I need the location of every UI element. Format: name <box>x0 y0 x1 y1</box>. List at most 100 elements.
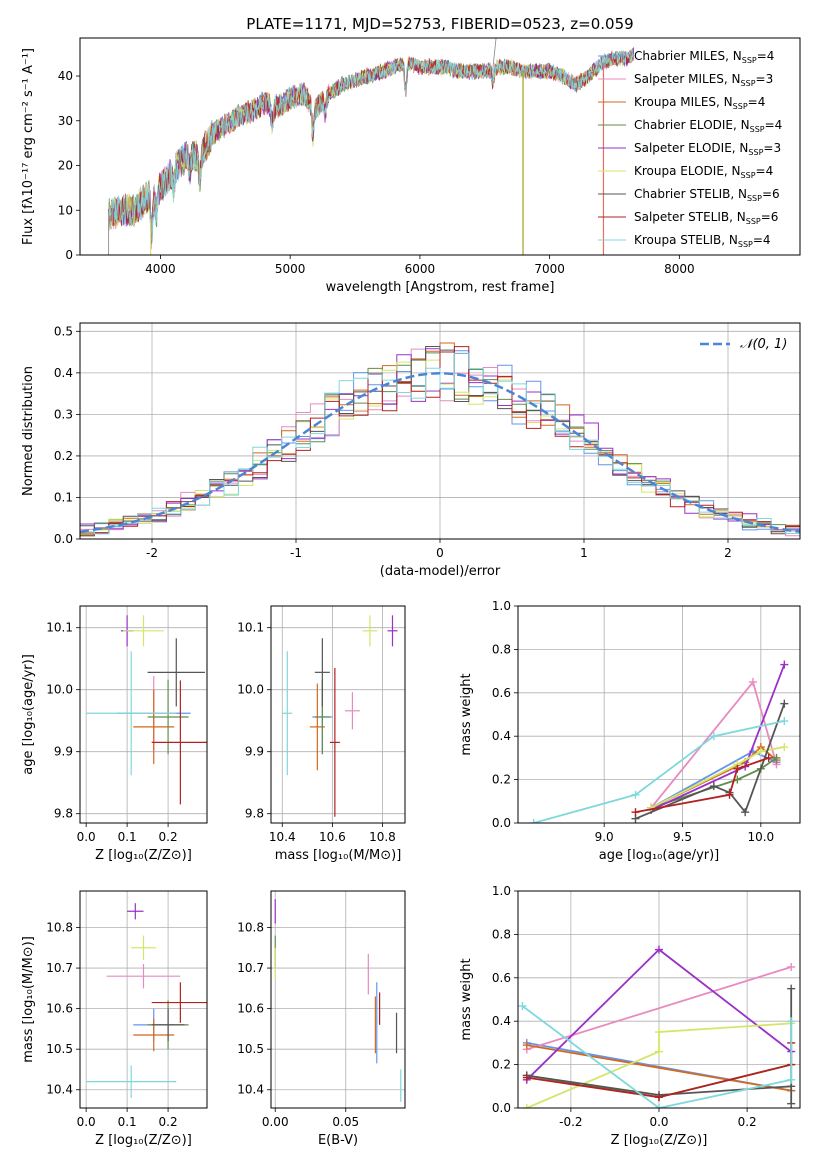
x-tick-label: -2 <box>146 546 158 560</box>
x-tick-label: -1 <box>290 546 302 560</box>
weight-line-5 <box>526 1022 792 1108</box>
x-tick-label: 6000 <box>405 262 436 276</box>
plot-area <box>86 615 207 805</box>
x-tick-label: 0.05 <box>332 1115 359 1129</box>
y-tick-label: 10.6 <box>46 1002 73 1016</box>
x-tick-label: 0.1 <box>118 830 137 844</box>
x-tick-label: 2 <box>724 546 732 560</box>
x-axis-label: Z [log₁₀(Z/Z⊙)] <box>95 848 192 863</box>
plot-area <box>108 38 635 255</box>
weight-line-8 <box>533 720 785 823</box>
y-tick-label: 40 <box>58 69 73 83</box>
y-axis-label: mass [log₁₀(M/M⊙)] <box>21 936 36 1063</box>
histogram-series-8 <box>80 352 800 539</box>
x-tick-label: 0.2 <box>159 830 178 844</box>
panel-spectrum: 4000 5000 6000 7000 8000 0 10 20 30 40 wavelength … <box>21 37 801 295</box>
panel-age-vs-mass: 10.4 10.6 10.8 9.8 9.9 10.0 10.1 mass [log₁₀(M/… <box>237 605 406 863</box>
axes-frame <box>79 605 208 824</box>
y-tick-label: 0.4 <box>492 729 511 743</box>
y-axis-label: Normed distribution <box>21 366 36 496</box>
plot-area <box>274 899 402 1102</box>
legend-label-6: Chabrier STELIB, NSSP=6 <box>634 187 780 203</box>
panel-mass-weight-vs-age: 9.0 9.5 10.0 0.0 0.2 0.4 0.6 0.8 1.0 age [log₁₀(a… <box>459 599 801 863</box>
y-tick-label: 0.2 <box>54 449 73 463</box>
y-tick-label: 10.6 <box>237 1002 264 1016</box>
legend-label-1: Salpeter MILES, NSSP=3 <box>634 72 773 88</box>
y-tick-label: 0.1 <box>54 490 73 504</box>
panel-residuals: -2 -1 0 1 2 0.0 0.1 0.2 0.3 0.4 0.5 (data-model)/er… <box>21 322 801 579</box>
legend-label-0: Chabrier MILES, NSSP=4 <box>634 49 774 65</box>
spectrum-line-7 <box>108 51 635 238</box>
y-tick-label: 0.8 <box>492 927 511 941</box>
x-tick-label: 1 <box>580 546 588 560</box>
axes-frame <box>517 605 801 824</box>
x-axis-label: mass [log₁₀(M/M⊙)] <box>275 848 402 863</box>
plots-layer: 4000 5000 6000 7000 8000010203040wavelength … <box>21 37 801 1148</box>
panel-mass-vs-ebv: 0.00 0.05 10.4 10.5 10.6 10.7 10.8 E(B-V) <box>237 890 406 1148</box>
y-tick-label: 0.6 <box>492 971 511 985</box>
y-axis-label: mass weight <box>459 673 474 755</box>
y-tick-label: 10.1 <box>46 621 73 635</box>
x-tick-label: 0.2 <box>159 1115 178 1129</box>
legend-label-4: Salpeter ELODIE, NSSP=3 <box>634 141 781 157</box>
y-tick-label: 0.0 <box>54 532 73 546</box>
axes-frame <box>79 890 208 1109</box>
y-tick-label: 30 <box>58 114 73 128</box>
x-axis-label: (data-model)/error <box>380 564 501 579</box>
y-tick-label: 10.1 <box>237 621 264 635</box>
x-tick-label: 8000 <box>664 262 695 276</box>
y-tick-label: 0.6 <box>492 686 511 700</box>
x-tick-label: 0 <box>436 546 444 560</box>
y-tick-label: 9.9 <box>54 745 73 759</box>
x-tick-label: 10.8 <box>369 830 396 844</box>
normal-curve <box>80 372 800 533</box>
x-tick-label: 5000 <box>275 262 306 276</box>
x-tick-label: 10.4 <box>269 830 296 844</box>
legend-label-normal: 𝒩(0, 1) <box>740 337 787 352</box>
y-tick-label: 0.5 <box>54 324 73 338</box>
y-tick-label: 0.0 <box>492 1101 511 1115</box>
weight-line-5 <box>650 746 785 809</box>
x-tick-label: 4000 <box>145 262 176 276</box>
legend-label-3: Chabrier ELODIE, NSSP=4 <box>634 118 782 134</box>
y-tick-label: 9.8 <box>54 807 73 821</box>
x-axis-label: Z [log₁₀(Z/Z⊙)] <box>611 1133 708 1148</box>
y-tick-label: 10.0 <box>237 683 264 697</box>
plot-area <box>518 945 796 1108</box>
y-tick-label: 10.8 <box>46 921 73 935</box>
y-tick-label: 10.4 <box>46 1083 73 1097</box>
y-tick-label: 0.2 <box>492 1058 511 1072</box>
axes-frame <box>79 37 801 256</box>
plot-area <box>282 615 398 817</box>
axes-frame <box>270 890 406 1109</box>
x-axis-label: E(B-V) <box>318 1133 358 1148</box>
y-tick-label: 0.2 <box>492 773 511 787</box>
figure-title: PLATE=1171, MJD=52753, FIBERID=0523, z=0… <box>246 15 633 33</box>
x-axis-label: Z [log₁₀(Z/Z⊙)] <box>95 1133 192 1148</box>
x-tick-label: 10.6 <box>319 830 346 844</box>
y-tick-label: 9.9 <box>245 745 264 759</box>
y-tick-label: 0 <box>65 248 73 262</box>
x-tick-label: 10.0 <box>747 830 774 844</box>
legend-label-2: Kroupa MILES, NSSP=4 <box>634 95 765 111</box>
y-tick-label: 9.8 <box>245 807 264 821</box>
x-tick-label: 7000 <box>534 262 565 276</box>
y-axis-label: age [log₁₀(age/yr)] <box>21 654 36 775</box>
y-tick-label: 10.5 <box>46 1042 73 1056</box>
plot-area <box>86 903 207 1098</box>
y-tick-label: 10.4 <box>237 1083 264 1097</box>
y-tick-label: 1.0 <box>492 884 511 898</box>
weight-line-7 <box>635 757 769 813</box>
x-tick-label: -0.2 <box>559 1115 582 1129</box>
y-axis-label: Flux [fλ10⁻¹⁷ erg cm⁻² s⁻¹ A⁻¹] <box>21 48 36 245</box>
y-tick-label: 1.0 <box>492 599 511 613</box>
y-axis-label: mass weight <box>459 958 474 1040</box>
plot-area <box>529 660 789 823</box>
x-axis-label: wavelength [Angstrom, rest frame] <box>326 280 555 295</box>
y-tick-label: 0.8 <box>492 642 511 656</box>
x-axis-label: age [log₁₀(age/yr)] <box>599 848 720 863</box>
legend-label-7: Salpeter STELIB, NSSP=6 <box>634 210 778 226</box>
weight-line-8 <box>521 1005 793 1108</box>
axes-frame <box>79 322 801 540</box>
